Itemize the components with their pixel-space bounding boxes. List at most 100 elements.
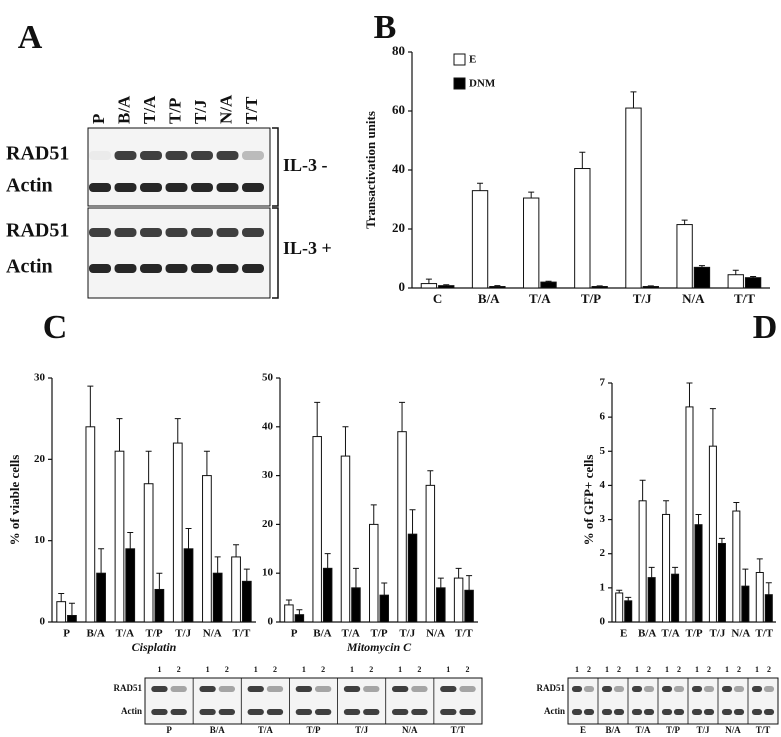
bar xyxy=(708,445,717,623)
band xyxy=(363,709,380,715)
x-axis-label: Cisplatin xyxy=(132,640,177,654)
condition-label: IL-3 + xyxy=(283,238,332,258)
x-tick-label: T/P xyxy=(685,628,702,640)
error-bar xyxy=(742,568,749,587)
error-bar xyxy=(494,285,501,287)
error-bar xyxy=(528,191,535,199)
band xyxy=(140,228,162,237)
bar xyxy=(436,587,446,623)
band xyxy=(751,709,763,715)
band xyxy=(643,709,655,715)
error-bar xyxy=(686,382,693,407)
blot-box xyxy=(567,677,779,725)
band xyxy=(199,709,216,715)
bar xyxy=(125,548,136,623)
bar xyxy=(397,431,407,623)
error-bar xyxy=(647,285,654,287)
lane-label: N/A xyxy=(216,94,235,124)
x-tick-label: T/A xyxy=(661,628,679,640)
x-tick-label: B/A xyxy=(313,628,331,640)
band xyxy=(170,709,187,715)
y-tick-label: 5 xyxy=(600,445,606,457)
lane-label: N/A xyxy=(725,725,741,735)
error-bar xyxy=(733,502,740,512)
lane-label: T/P xyxy=(306,725,321,735)
band xyxy=(571,709,583,715)
lane-label: T/T xyxy=(756,725,771,735)
bar xyxy=(717,542,726,623)
y-tick-label: 3 xyxy=(600,513,606,525)
band xyxy=(89,264,111,273)
y-tick-label: 0 xyxy=(40,616,46,628)
row-label: RAD51 xyxy=(114,683,143,693)
lane-label: P xyxy=(89,114,108,124)
band xyxy=(631,709,643,715)
band xyxy=(242,183,264,192)
error-bar xyxy=(399,401,406,432)
x-tick-label: T/T xyxy=(734,291,755,306)
lane-number: 2 xyxy=(369,665,373,674)
x-tick-label: T/J xyxy=(175,628,191,640)
error-bar xyxy=(732,269,739,275)
lane-number: 1 xyxy=(635,665,639,674)
x-tick-label: T/T xyxy=(755,628,773,640)
x-tick-label: N/A xyxy=(731,628,750,640)
error-bar xyxy=(698,265,705,268)
lane-number: 1 xyxy=(254,665,258,674)
lane-number: 2 xyxy=(767,665,771,674)
band xyxy=(170,686,187,692)
band xyxy=(114,151,137,160)
band xyxy=(751,686,763,692)
lane-number: 1 xyxy=(665,665,669,674)
band xyxy=(613,686,625,692)
band xyxy=(721,686,733,692)
lane-number: 1 xyxy=(157,665,161,674)
band xyxy=(242,151,264,160)
x-tick-label: P xyxy=(63,628,70,640)
band xyxy=(703,709,715,715)
bar xyxy=(154,588,165,623)
band xyxy=(89,151,111,160)
lane-number: 2 xyxy=(466,665,470,674)
bar xyxy=(212,572,223,623)
error-bar xyxy=(116,418,123,452)
band xyxy=(191,264,213,273)
bar xyxy=(172,442,183,623)
band xyxy=(601,709,613,715)
lane-label: T/A xyxy=(140,95,159,124)
y-axis-label: % of viable cells xyxy=(7,455,22,546)
y-tick-label: 0 xyxy=(399,279,406,294)
error-bar xyxy=(342,426,349,457)
error-bar xyxy=(765,582,772,595)
row-label: Actin xyxy=(544,706,565,716)
bar xyxy=(625,107,642,289)
bar xyxy=(284,604,294,623)
band xyxy=(763,709,775,715)
lane-label: T/T xyxy=(451,725,466,735)
lane-number: 1 xyxy=(350,665,354,674)
lane-label: T/T xyxy=(242,96,261,124)
bar xyxy=(340,455,351,623)
band xyxy=(583,709,595,715)
bar xyxy=(183,548,194,623)
band xyxy=(343,709,361,715)
band xyxy=(411,709,428,715)
bar xyxy=(574,168,591,289)
y-tick-label: 1 xyxy=(600,581,606,593)
bar xyxy=(694,524,703,623)
bar xyxy=(202,475,212,623)
lane-number: 1 xyxy=(398,665,402,674)
error-bar xyxy=(87,385,94,427)
row-label: Actin xyxy=(6,256,53,278)
bar xyxy=(294,614,305,623)
y-tick-label: 0 xyxy=(600,616,606,628)
error-bar xyxy=(98,548,105,574)
lane-label: B/A xyxy=(210,725,226,735)
error-bar xyxy=(596,285,603,287)
error-bar xyxy=(68,602,75,616)
error-bar xyxy=(695,513,702,525)
x-tick-label: B/A xyxy=(87,628,105,640)
lane-number: 2 xyxy=(417,665,421,674)
lane-number: 1 xyxy=(575,665,579,674)
y-tick-label: 7 xyxy=(600,377,606,389)
